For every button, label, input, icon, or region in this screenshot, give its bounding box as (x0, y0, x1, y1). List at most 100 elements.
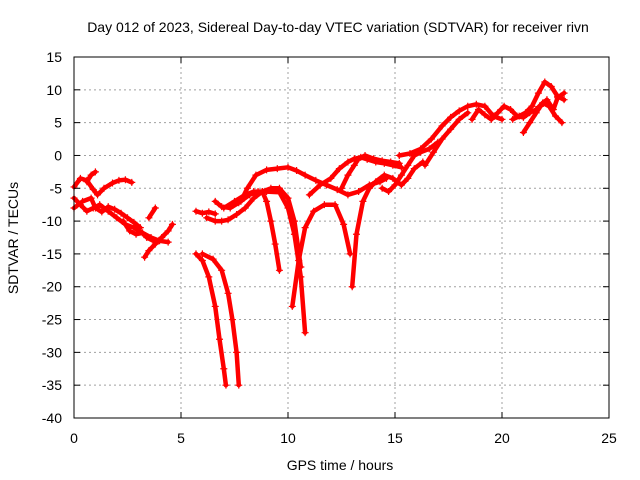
x-tick-label: 10 (280, 430, 296, 446)
data-point (91, 168, 99, 176)
data-point (267, 184, 275, 192)
series-track-21 (422, 110, 471, 168)
data-point (560, 89, 568, 97)
data-point (430, 148, 438, 156)
x-axis-label: GPS time / hours (287, 457, 394, 473)
data-point (528, 102, 536, 110)
data-point (380, 171, 388, 179)
data-point (168, 220, 176, 228)
data-point (350, 161, 358, 169)
data-point (158, 234, 166, 241)
data-point (124, 214, 131, 222)
chart-title: Day 012 of 2023, Sidereal Day-to-day VTE… (87, 19, 589, 35)
series-track-07 (146, 205, 158, 221)
data-point (560, 96, 568, 104)
data-point (305, 191, 313, 199)
data-point (119, 217, 127, 225)
y-tick-label: 5 (54, 115, 62, 131)
data-point (365, 184, 373, 192)
data-point (218, 266, 226, 274)
ticks (73, 56, 610, 419)
data-point (327, 174, 335, 182)
series-track-10 (193, 208, 218, 217)
data-point (209, 255, 217, 263)
data-point (464, 109, 472, 117)
data-point (378, 184, 386, 192)
data-point (301, 329, 309, 337)
data-point (76, 174, 84, 182)
grid (74, 57, 609, 418)
data-point (558, 119, 566, 127)
data-point (395, 159, 403, 167)
data-point (547, 83, 555, 91)
data-point (115, 176, 123, 184)
data-point (263, 197, 271, 205)
data-point (290, 217, 298, 225)
data-point (198, 256, 206, 264)
y-tick-label: 15 (46, 49, 62, 65)
data-point (145, 214, 153, 222)
data-point (288, 302, 296, 310)
data-point (228, 316, 236, 324)
data-point (211, 217, 219, 225)
data-point (543, 96, 551, 104)
data-point (89, 204, 97, 212)
data-point (391, 181, 399, 189)
data-point (421, 161, 429, 169)
data-point (284, 163, 292, 171)
data-point (216, 335, 224, 343)
data-point (372, 178, 380, 186)
data-point (111, 205, 119, 213)
data-point (534, 89, 542, 97)
data-point (211, 197, 219, 205)
data-point (271, 240, 279, 248)
data-point (320, 201, 328, 209)
data-point (468, 115, 476, 123)
data-point (83, 207, 91, 215)
data-point (338, 184, 345, 192)
data-point (237, 197, 245, 205)
data-point (273, 165, 281, 173)
y-tick-label: -20 (42, 279, 62, 295)
data-point (498, 115, 506, 123)
series-track-01 (71, 176, 135, 198)
data-point (130, 224, 138, 232)
data-point (455, 115, 463, 123)
plot-frame (73, 56, 610, 419)
data-point (126, 227, 134, 235)
data-point (344, 171, 352, 179)
data-point (507, 106, 515, 114)
data-point (117, 209, 125, 217)
data-point (151, 204, 159, 212)
data-point (145, 247, 153, 255)
data-point (231, 197, 238, 205)
data-point (198, 209, 206, 217)
data-point (509, 115, 517, 123)
data-point (218, 217, 226, 225)
data-point (192, 207, 200, 215)
data-point (203, 214, 211, 222)
data-point (109, 179, 117, 187)
data-point (340, 220, 348, 228)
data-point (224, 289, 232, 297)
data-point (250, 194, 258, 202)
data-point (355, 188, 363, 196)
data-point (310, 207, 318, 215)
data-point (138, 229, 146, 237)
data-point (250, 188, 258, 196)
data-point (447, 125, 455, 133)
data-point (438, 135, 446, 143)
data-point (104, 207, 112, 215)
x-tick-label: 25 (601, 430, 617, 446)
y-axis-label: SDTVAR / TECUs (5, 182, 21, 294)
data-point (427, 135, 435, 143)
data-point (100, 184, 108, 192)
data-point (96, 201, 104, 209)
data-point (404, 161, 412, 169)
data-point (474, 106, 482, 114)
data-point (515, 112, 523, 120)
data-point (243, 184, 251, 192)
x-tick-label: 15 (387, 430, 403, 446)
y-tick-label: -10 (42, 213, 62, 229)
data-point (295, 256, 303, 264)
